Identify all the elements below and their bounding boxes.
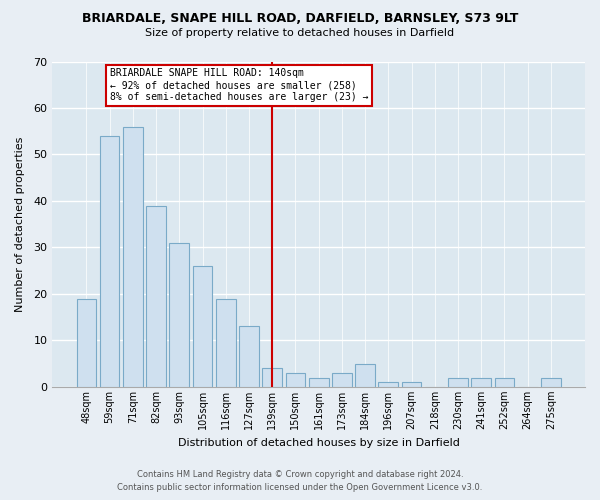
Bar — [309, 378, 329, 387]
Bar — [286, 373, 305, 387]
Bar — [379, 382, 398, 387]
Text: BRIARDALE SNAPE HILL ROAD: 140sqm
← 92% of detached houses are smaller (258)
8% : BRIARDALE SNAPE HILL ROAD: 140sqm ← 92% … — [110, 68, 368, 102]
Bar — [193, 266, 212, 387]
Text: Size of property relative to detached houses in Darfield: Size of property relative to detached ho… — [145, 28, 455, 38]
Bar — [216, 298, 236, 387]
Bar — [239, 326, 259, 387]
Bar — [146, 206, 166, 387]
Bar — [77, 298, 96, 387]
X-axis label: Distribution of detached houses by size in Darfield: Distribution of detached houses by size … — [178, 438, 460, 448]
Bar — [541, 378, 561, 387]
Bar — [494, 378, 514, 387]
Text: BRIARDALE, SNAPE HILL ROAD, DARFIELD, BARNSLEY, S73 9LT: BRIARDALE, SNAPE HILL ROAD, DARFIELD, BA… — [82, 12, 518, 26]
Bar — [169, 243, 189, 387]
Bar — [355, 364, 375, 387]
Bar — [472, 378, 491, 387]
Bar — [448, 378, 468, 387]
Bar — [401, 382, 421, 387]
Bar — [332, 373, 352, 387]
Bar — [100, 136, 119, 387]
Bar — [123, 126, 143, 387]
Y-axis label: Number of detached properties: Number of detached properties — [15, 136, 25, 312]
Text: Contains HM Land Registry data © Crown copyright and database right 2024.
Contai: Contains HM Land Registry data © Crown c… — [118, 470, 482, 492]
Bar — [262, 368, 282, 387]
